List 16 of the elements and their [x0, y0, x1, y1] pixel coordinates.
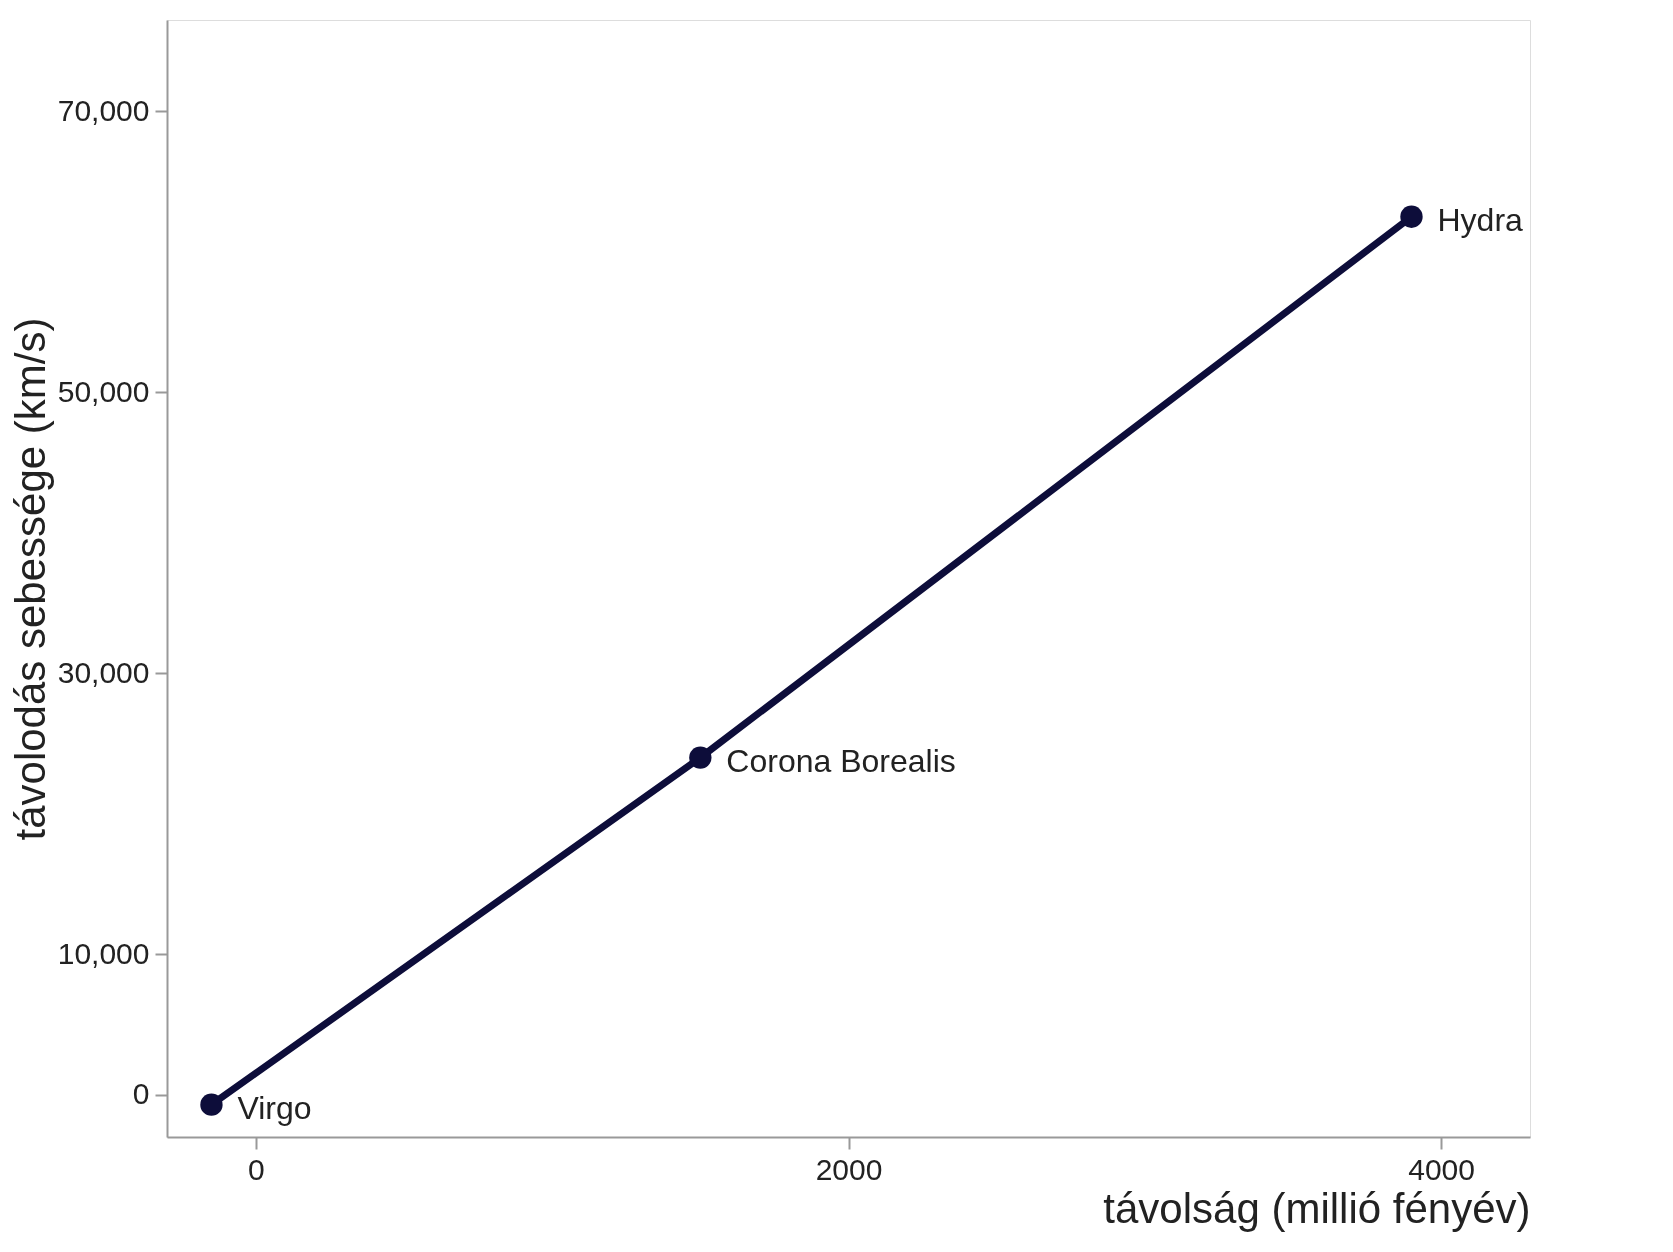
x-tick-label: 2000 [815, 1152, 883, 1186]
x-tick-label: 0 [248, 1152, 265, 1186]
x-axis-title: távolság (millió fényév) [1103, 1184, 1531, 1232]
point [689, 746, 712, 769]
y-tick-label: 30,000 [57, 655, 150, 689]
point [1400, 205, 1423, 228]
annotation: Corona Borealis [726, 742, 956, 779]
y-tick-label: 0 [132, 1077, 150, 1111]
annotation: Virgo [237, 1089, 312, 1126]
point [200, 1093, 223, 1116]
x-tick-label: 4000 [1408, 1152, 1475, 1186]
annotation: Hydra [1437, 201, 1524, 238]
y-tick-label: 70,000 [57, 93, 150, 127]
y-tick-label: 50,000 [57, 374, 150, 408]
y-axis-title: távolodás sebessége (km/s) [6, 317, 54, 841]
y-tick-label: 10,000 [57, 936, 150, 970]
